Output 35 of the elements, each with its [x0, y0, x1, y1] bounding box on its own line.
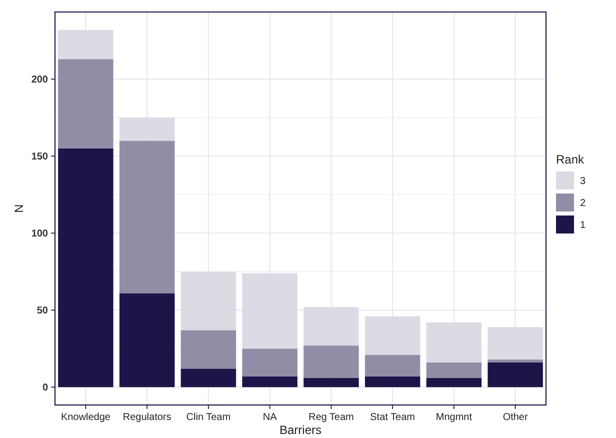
bar: [304, 346, 359, 378]
x-tick-label: Knowledge: [60, 412, 111, 423]
y-tick-label: 100: [31, 228, 48, 240]
x-tick-label: Reg Team: [308, 412, 354, 423]
bar: [58, 59, 114, 148]
bar: [58, 148, 114, 388]
x-tick-label: Stat Team: [370, 412, 415, 423]
y-tick-label: 50: [36, 306, 48, 317]
legend-label: 3: [580, 176, 586, 187]
y-axis-title: N: [12, 204, 26, 213]
bar: [119, 140, 175, 294]
legend-label: 1: [580, 220, 586, 231]
x-tick-label: NA: [262, 412, 278, 423]
bar: [364, 354, 420, 376]
bar: [364, 376, 420, 388]
bar: [119, 293, 175, 388]
y-tick-label: 200: [31, 74, 48, 86]
bar: [488, 359, 543, 362]
legend-title: Rank: [556, 152, 586, 166]
bar: [304, 378, 359, 388]
bar: [488, 362, 543, 388]
x-tick-label: Clin Team: [186, 412, 231, 423]
bar: [242, 348, 298, 376]
x-axis-title: Barriers: [279, 423, 322, 437]
y-tick-label: 0: [42, 382, 48, 394]
legend-label: 2: [580, 198, 586, 209]
x-tick-label: Other: [502, 412, 528, 423]
bar: [426, 362, 482, 378]
bar: [242, 376, 298, 388]
bar: [426, 378, 482, 388]
y-tick-label: 150: [31, 152, 48, 163]
x-tick-label: Regulators: [122, 412, 172, 423]
x-tick-label: Mngmnt: [436, 412, 472, 423]
bar: [180, 368, 236, 388]
bar: [180, 330, 236, 369]
